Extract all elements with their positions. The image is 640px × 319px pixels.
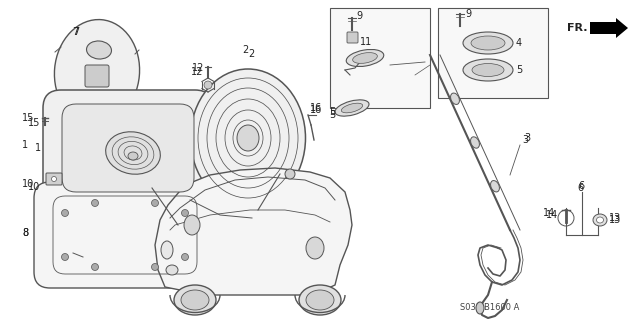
Ellipse shape <box>128 152 138 160</box>
Bar <box>438 8 548 98</box>
Text: 14: 14 <box>543 208 556 218</box>
Ellipse shape <box>353 53 378 63</box>
Text: 7: 7 <box>72 27 78 37</box>
Ellipse shape <box>471 36 505 50</box>
Text: 3: 3 <box>522 135 528 145</box>
Text: 9: 9 <box>465 9 471 19</box>
FancyBboxPatch shape <box>43 90 213 206</box>
Circle shape <box>204 81 212 89</box>
Circle shape <box>92 199 99 206</box>
Circle shape <box>152 263 159 271</box>
Ellipse shape <box>86 41 111 59</box>
Circle shape <box>92 263 99 271</box>
Ellipse shape <box>237 125 259 151</box>
Ellipse shape <box>341 103 363 113</box>
Ellipse shape <box>51 176 56 182</box>
Text: 12: 12 <box>192 63 204 73</box>
Text: 16: 16 <box>310 105 323 115</box>
FancyBboxPatch shape <box>91 115 103 124</box>
Ellipse shape <box>166 265 178 275</box>
Ellipse shape <box>470 137 479 148</box>
Ellipse shape <box>54 19 140 124</box>
FancyBboxPatch shape <box>85 65 109 87</box>
Circle shape <box>285 169 295 179</box>
Ellipse shape <box>472 63 504 77</box>
Ellipse shape <box>463 32 513 54</box>
Ellipse shape <box>593 214 607 226</box>
Circle shape <box>152 199 159 206</box>
Text: 10: 10 <box>22 179 35 189</box>
Ellipse shape <box>346 49 384 67</box>
Ellipse shape <box>306 237 324 259</box>
Ellipse shape <box>596 217 604 223</box>
Circle shape <box>61 254 68 261</box>
Ellipse shape <box>181 290 209 310</box>
Text: 6: 6 <box>577 183 583 193</box>
Text: 15: 15 <box>28 118 40 128</box>
Ellipse shape <box>161 241 173 259</box>
FancyBboxPatch shape <box>46 173 62 185</box>
Text: 6: 6 <box>578 181 584 191</box>
Ellipse shape <box>491 181 499 192</box>
Text: 1: 1 <box>22 140 28 150</box>
Circle shape <box>182 210 189 217</box>
Ellipse shape <box>299 285 341 315</box>
Ellipse shape <box>335 100 369 116</box>
Text: 9: 9 <box>356 11 362 21</box>
Circle shape <box>182 254 189 261</box>
Text: 2: 2 <box>242 45 248 55</box>
Text: 16: 16 <box>310 103 323 113</box>
FancyBboxPatch shape <box>347 32 358 43</box>
Ellipse shape <box>184 215 200 235</box>
Circle shape <box>61 210 68 217</box>
Text: S033-B1600 A: S033-B1600 A <box>460 303 520 313</box>
Text: 1: 1 <box>35 143 41 153</box>
Polygon shape <box>590 18 628 38</box>
Text: 14: 14 <box>546 210 558 220</box>
Text: 8: 8 <box>22 228 28 238</box>
Text: 13: 13 <box>609 213 621 223</box>
Text: 8: 8 <box>22 228 28 238</box>
Text: 15: 15 <box>22 113 35 123</box>
Text: FR.: FR. <box>567 23 588 33</box>
Text: 5: 5 <box>516 65 522 75</box>
Ellipse shape <box>106 132 161 174</box>
Text: 11: 11 <box>360 37 372 47</box>
Ellipse shape <box>174 285 216 315</box>
Text: 10: 10 <box>28 182 40 192</box>
Text: 13: 13 <box>609 215 621 225</box>
Ellipse shape <box>476 302 484 314</box>
Text: 7: 7 <box>73 27 79 37</box>
Text: 5: 5 <box>329 107 335 117</box>
Bar <box>330 8 430 108</box>
Polygon shape <box>155 168 352 295</box>
Text: 3: 3 <box>524 133 530 143</box>
FancyBboxPatch shape <box>34 182 216 288</box>
Text: 4: 4 <box>516 38 522 48</box>
Text: 2: 2 <box>248 49 254 59</box>
Ellipse shape <box>191 69 305 207</box>
Text: 12: 12 <box>191 67 204 77</box>
Ellipse shape <box>463 59 513 81</box>
FancyBboxPatch shape <box>62 104 194 192</box>
Ellipse shape <box>306 290 334 310</box>
Ellipse shape <box>451 93 460 104</box>
Text: 5: 5 <box>329 110 335 120</box>
